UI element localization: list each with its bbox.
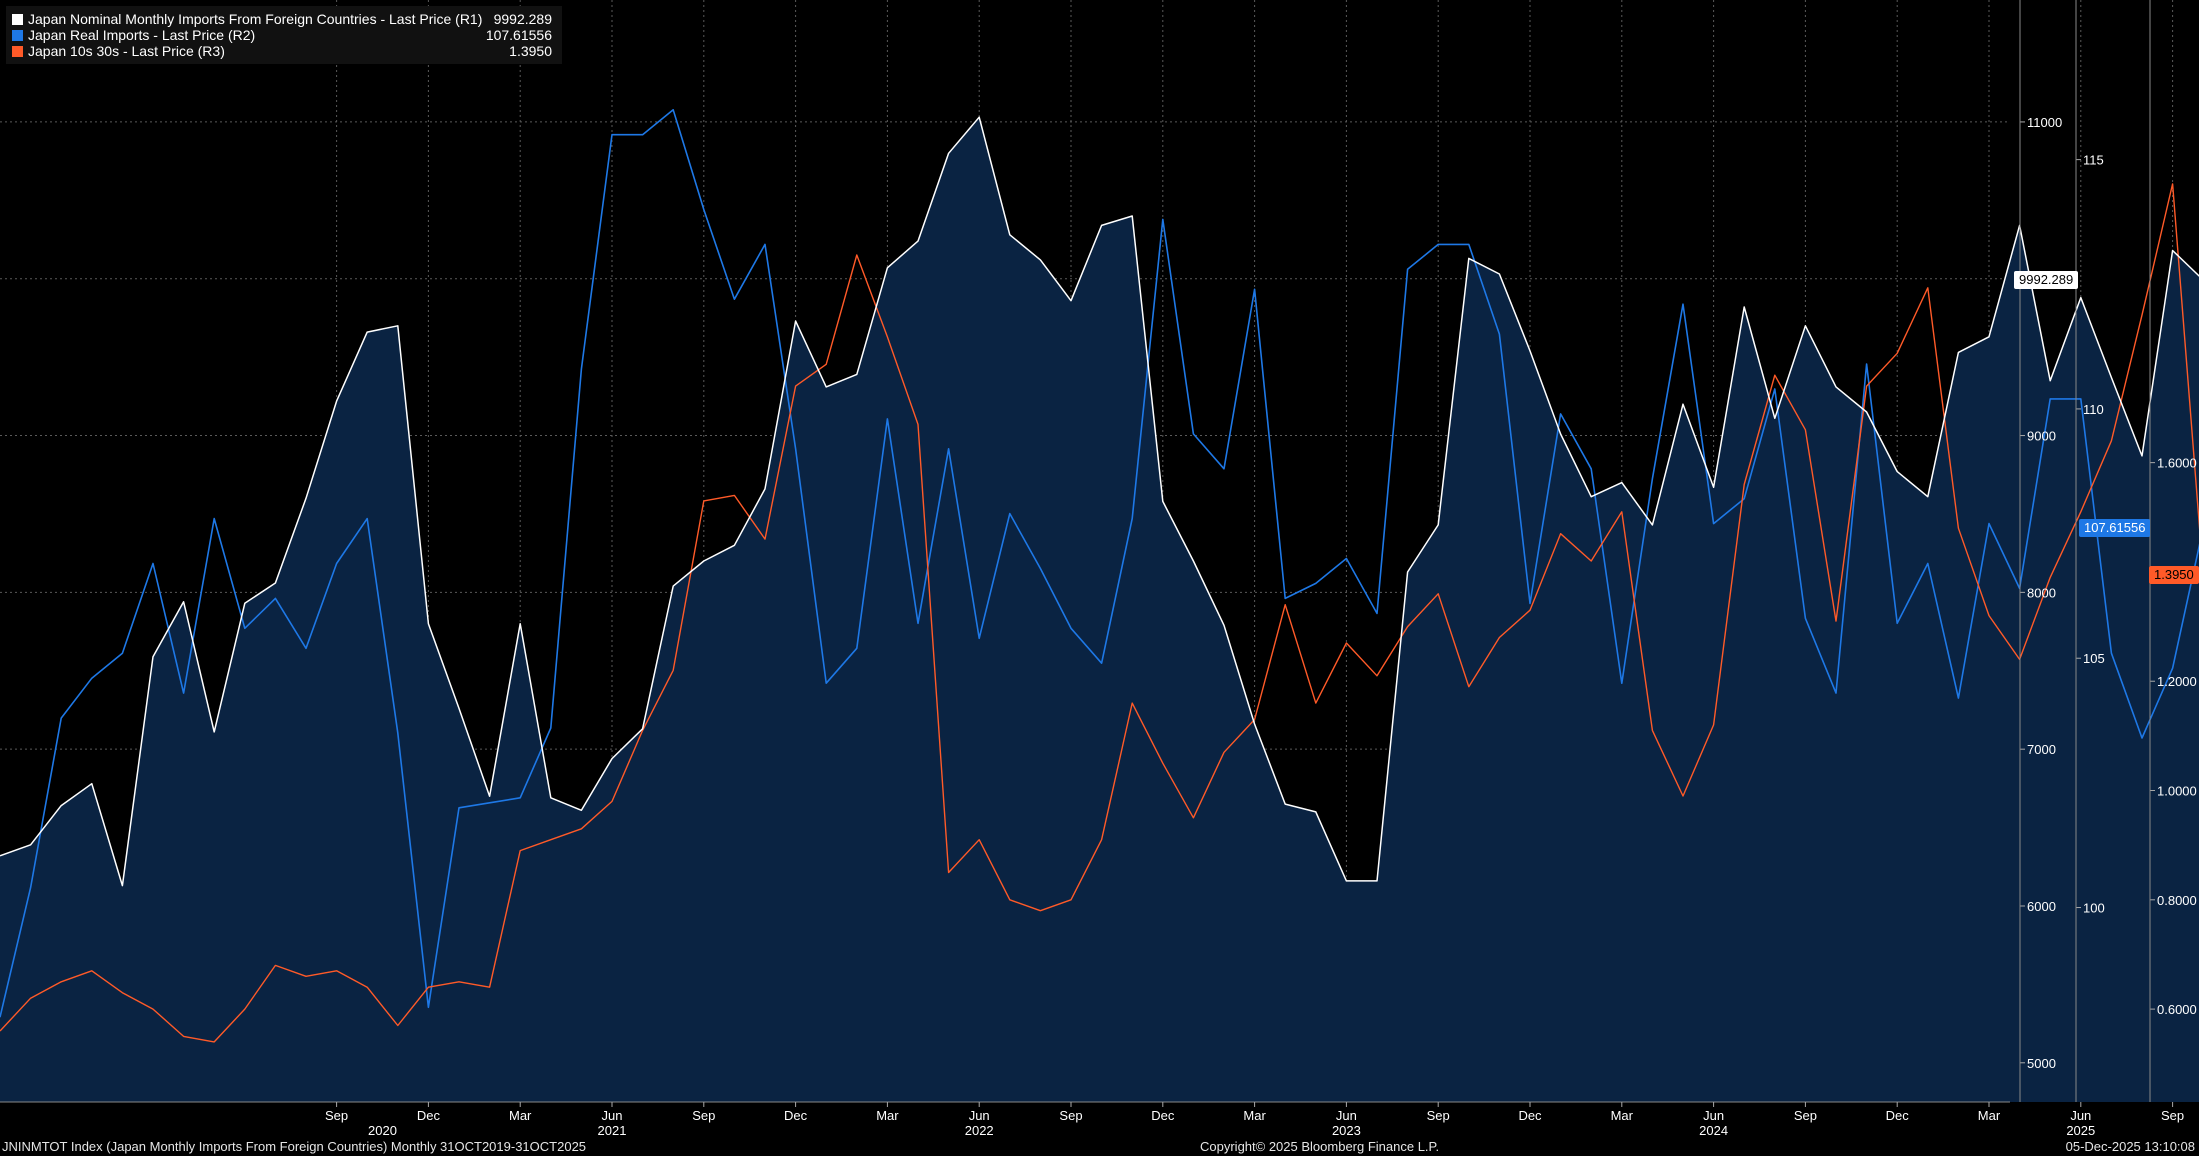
x-tick-label: Mar [1978,1108,2001,1123]
legend-entry: Japan Real Imports - Last Price (R2) 107… [12,27,552,43]
x-tick-label: Dec [784,1108,808,1123]
x-tick-label: Sep [325,1108,348,1123]
r3-tick-label: 1.0000 [2157,784,2197,799]
r2-tick-label: 115 [2083,153,2104,168]
series-line-r1-nominal-imports [0,116,2199,887]
x-tick-label: Jun [969,1108,990,1123]
footer-index-description: JNINMTOT Index (Japan Monthly Imports Fr… [2,1139,587,1154]
x-tick-label: Sep [1427,1108,1450,1123]
x-tick-label: Dec [1886,1108,1910,1123]
x-tick-label: Dec [1151,1108,1175,1123]
x-tick-label: Dec [1518,1108,1542,1123]
x-tick-label: Mar [509,1108,532,1123]
last-price-tag-r1: 9992.289 [2014,270,2079,289]
r3-tick-label: 1.6000 [2157,456,2197,471]
legend-entry: Japan 10s 30s - Last Price (R3) 1.3950 [12,43,552,59]
r1-tick-label: 5000 [2027,1056,2056,1071]
legend-value: 9992.289 [493,11,552,27]
x-year-label: 2021 [598,1123,627,1138]
legend-swatch [12,45,23,57]
x-year-label: 2020 [368,1123,397,1138]
x-tick-label: Sep [1059,1108,1082,1123]
x-tick-label: Jun [1703,1108,1724,1123]
x-tick-label: Sep [2161,1108,2184,1123]
r1-tick-label: 9000 [2027,429,2056,444]
legend-value: 1.3950 [509,43,552,59]
footer-timestamp: 05-Dec-2025 13:10:08 [2065,1139,2195,1154]
last-price-tag-r3: 1.3950 [2149,565,2199,584]
series-line-r3-10s30s [0,183,2199,1043]
r1-tick-label: 8000 [2027,585,2056,600]
r1-tick-label: 7000 [2027,742,2056,757]
legend-label: Japan 10s 30s - Last Price (R3) [28,43,225,59]
x-tick-label: Sep [692,1108,715,1123]
x-year-label: 2025 [2066,1123,2095,1138]
x-year-label: 2023 [1332,1123,1361,1138]
r2-tick-label: 110 [2083,402,2104,417]
r1-tick-label: 11000 [2027,115,2062,130]
legend: Japan Nominal Monthly Imports From Forei… [6,6,562,64]
r3-tick-label: 0.6000 [2157,1002,2197,1017]
x-year-label: 2024 [1699,1123,1728,1138]
r2-tick-label: 100 [2083,901,2105,916]
footer-copyright: Copyright© 2025 Bloomberg Finance L.P. [1200,1139,1440,1154]
legend-entry: Japan Nominal Monthly Imports From Forei… [12,11,552,27]
x-tick-label: Jun [602,1108,623,1123]
area-fill [0,117,2199,1102]
x-tick-label: Mar [876,1108,899,1123]
x-tick-label: Mar [1243,1108,1266,1123]
x-year-label: 2022 [965,1123,994,1138]
legend-label: Japan Nominal Monthly Imports From Forei… [28,11,483,27]
x-tick-label: Mar [1611,1108,1634,1123]
r3-tick-label: 0.8000 [2157,893,2197,908]
legend-label: Japan Real Imports - Last Price (R2) [28,27,256,43]
legend-swatch [12,13,23,25]
x-tick-label: Jun [2070,1108,2091,1123]
legend-value: 107.61556 [485,27,552,43]
x-tick-label: Dec [417,1108,441,1123]
r3-tick-label: 1.2000 [2157,674,2197,689]
r1-tick-label: 6000 [2027,899,2056,914]
area-r1-fill [0,117,2199,1102]
x-tick-label: Jun [1336,1108,1357,1123]
series-lines [0,109,2199,1043]
y-axes: 5000600070008000900010000110001001051101… [2019,0,2197,1102]
legend-swatch [12,29,23,41]
last-price-tag-r2: 107.61556 [2079,518,2151,537]
r2-tick-label: 105 [2083,651,2105,666]
x-axis: Sep Dec Mar Jun Sep Dec Mar Jun Sep Dec Mar Jun Sep D… [0,1101,2184,1138]
x-tick-label: Sep [1794,1108,1817,1123]
series-line-r2-real-imports [0,109,2199,1018]
